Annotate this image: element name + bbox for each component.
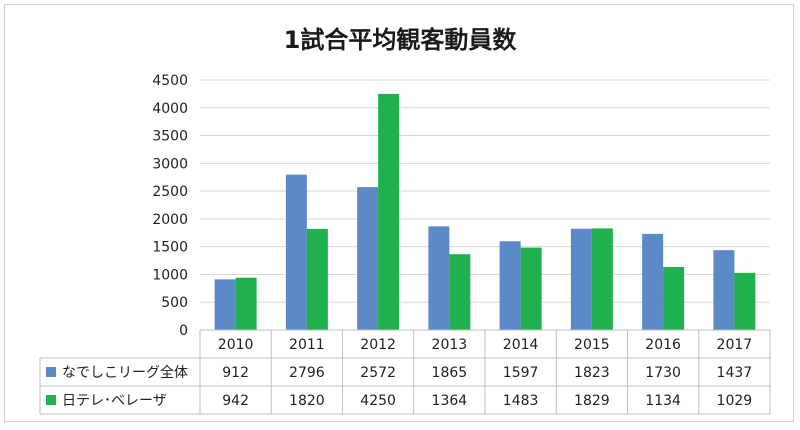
bar-series-2 xyxy=(306,228,328,330)
legend-swatch xyxy=(46,367,56,377)
bar-series-2 xyxy=(734,272,756,330)
data-label: 942 xyxy=(222,393,249,409)
x-tick-label: 2017 xyxy=(717,337,753,353)
y-tick-label: 500 xyxy=(161,295,188,311)
bar-series-2 xyxy=(520,247,542,330)
data-label: 1597 xyxy=(503,365,539,381)
data-label: 2796 xyxy=(289,365,325,381)
x-tick-label: 2011 xyxy=(289,337,325,353)
data-label: 2572 xyxy=(360,365,396,381)
y-tick-label: 1000 xyxy=(152,267,188,283)
data-label: 1820 xyxy=(289,393,325,409)
data-label: 912 xyxy=(222,365,249,381)
bar-series-1 xyxy=(570,228,592,330)
data-label: 1829 xyxy=(574,393,610,409)
bar-series-2 xyxy=(591,228,613,330)
y-tick-label: 2000 xyxy=(152,212,188,228)
bar-series-2 xyxy=(449,254,471,330)
x-tick-label: 2012 xyxy=(360,337,396,353)
data-label: 1865 xyxy=(432,365,468,381)
y-tick-label: 1500 xyxy=(152,240,188,256)
bar-series-1 xyxy=(285,174,307,330)
bar-series-2 xyxy=(235,277,257,330)
data-label: 1134 xyxy=(645,393,681,409)
x-tick-label: 2014 xyxy=(503,337,539,353)
data-label: 4250 xyxy=(360,393,396,409)
data-label: 1437 xyxy=(717,365,753,381)
data-label: 1483 xyxy=(503,393,539,409)
y-tick-label: 3500 xyxy=(152,129,188,145)
legend-label: なでしこリーグ全体 xyxy=(62,364,188,381)
x-tick-label: 2016 xyxy=(645,337,681,353)
bar-series-1 xyxy=(713,250,735,330)
bar-series-2 xyxy=(378,93,400,330)
legend-swatch xyxy=(46,395,56,405)
bar-series-1 xyxy=(642,233,664,330)
y-tick-label: 0 xyxy=(179,323,188,339)
bar-series-1 xyxy=(499,241,521,330)
chart-frame xyxy=(4,4,794,422)
y-tick-label: 4500 xyxy=(152,73,188,89)
x-tick-label: 2010 xyxy=(218,337,254,353)
data-label: 1029 xyxy=(717,393,753,409)
legend-label: 日テレ･ベレーザ xyxy=(62,393,167,409)
y-tick-label: 3000 xyxy=(152,156,188,172)
bar-series-2 xyxy=(663,267,685,330)
chart-title: 1試合平均観客動員数 xyxy=(283,26,517,54)
y-tick-label: 2500 xyxy=(152,184,188,200)
bar-series-1 xyxy=(214,279,236,330)
bar-series-1 xyxy=(357,187,379,330)
data-label: 1364 xyxy=(432,393,468,409)
bar-series-1 xyxy=(428,226,450,330)
x-tick-label: 2013 xyxy=(432,337,468,353)
y-tick-label: 4000 xyxy=(152,101,188,117)
data-label: 1730 xyxy=(645,365,681,381)
x-tick-label: 2015 xyxy=(574,337,610,353)
data-label: 1823 xyxy=(574,365,610,381)
